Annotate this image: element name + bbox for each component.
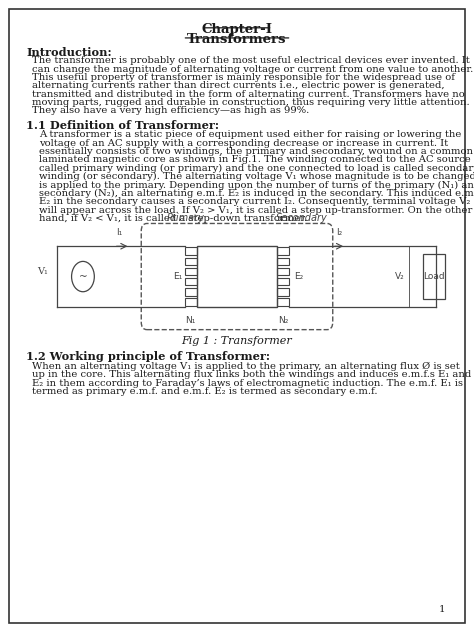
- Text: 1.1 Definition of Transformer:: 1.1 Definition of Transformer:: [26, 119, 219, 131]
- Bar: [277, 248, 289, 255]
- Bar: [277, 278, 289, 286]
- Text: Primary: Primary: [167, 214, 205, 224]
- Bar: [185, 288, 197, 296]
- Bar: [185, 268, 197, 276]
- Text: 1: 1: [439, 605, 446, 614]
- Text: E₂ in the secondary causes a secondary current I₂. Consequently, terminal voltag: E₂ in the secondary causes a secondary c…: [39, 197, 471, 206]
- Text: called primary winding (or primary) and the one connected to load is called seco: called primary winding (or primary) and …: [39, 164, 474, 173]
- Text: moving parts, rugged and durable in construction, thus requiring very little att: moving parts, rugged and durable in cons…: [32, 98, 469, 107]
- Bar: [185, 298, 197, 306]
- Text: When an alternating voltage V₁ is applied to the primary, an alternating flux Ø : When an alternating voltage V₁ is applie…: [32, 362, 459, 371]
- Bar: [277, 258, 289, 265]
- Text: V₂: V₂: [395, 272, 405, 281]
- Bar: [277, 268, 289, 276]
- Bar: [185, 278, 197, 286]
- Bar: [185, 258, 197, 265]
- Text: up in the core. This alternating flux links both the windings and induces e.m.f.: up in the core. This alternating flux li…: [32, 370, 471, 379]
- Text: Transformers: Transformers: [187, 33, 287, 46]
- Bar: [277, 298, 289, 306]
- Text: N₂: N₂: [278, 316, 288, 325]
- Text: They also have a very high efficiency—as high as 99%.: They also have a very high efficiency—as…: [32, 106, 309, 115]
- Text: Introduction:: Introduction:: [26, 47, 112, 58]
- Text: This useful property of transformer is mainly responsible for the widespread use: This useful property of transformer is m…: [32, 73, 455, 82]
- Text: alternating currents rather than direct currents i.e., electric power is generat: alternating currents rather than direct …: [32, 82, 445, 90]
- Text: essentially consists of two windings, the primary and secondary, wound on a comm: essentially consists of two windings, th…: [39, 147, 474, 156]
- Text: ~: ~: [79, 272, 87, 282]
- Text: hand, if V₂ < V₁, it is called a step-down transformer.: hand, if V₂ < V₁, it is called a step-do…: [39, 214, 308, 223]
- Bar: [423, 254, 445, 300]
- Text: I₁: I₁: [116, 228, 123, 238]
- Bar: [197, 246, 277, 307]
- Text: A transformer is a static piece of equipment used either for raising or lowering: A transformer is a static piece of equip…: [39, 130, 462, 140]
- Text: laminated magnetic core as shown in Fig.1. The winding connected to the AC sourc: laminated magnetic core as shown in Fig.…: [39, 155, 474, 164]
- Text: Load: Load: [423, 272, 445, 281]
- Text: secondary (N₂), an alternating e.m.f. E₂ is induced in the secondary. This induc: secondary (N₂), an alternating e.m.f. E₂…: [39, 189, 474, 198]
- Text: Secondary: Secondary: [276, 214, 328, 224]
- Text: E₂: E₂: [294, 272, 303, 281]
- Text: voltage of an AC supply with a corresponding decrease or increase in current. It: voltage of an AC supply with a correspon…: [39, 139, 448, 148]
- Text: E₂ in them according to Faraday’s laws of electromagnetic induction. The e.m.f. : E₂ in them according to Faraday’s laws o…: [32, 379, 463, 387]
- Text: Chapter-I: Chapter-I: [201, 23, 273, 37]
- Text: Fig 1 : Transformer: Fig 1 : Transformer: [182, 336, 292, 346]
- Text: winding (or secondary). The alternating voltage V₁ whose magnitude is to be chan: winding (or secondary). The alternating …: [39, 172, 474, 181]
- Text: The transformer is probably one of the most useful electrical devices ever inven: The transformer is probably one of the m…: [32, 56, 470, 65]
- Bar: [277, 288, 289, 296]
- Text: is applied to the primary. Depending upon the number of turns of the primary (N₁: is applied to the primary. Depending upo…: [39, 181, 474, 190]
- Text: N₁: N₁: [186, 316, 196, 325]
- Bar: [185, 248, 197, 255]
- Text: transmitted and distributed in the form of alternating current. Transformers hav: transmitted and distributed in the form …: [32, 90, 465, 99]
- Text: I₂: I₂: [336, 228, 342, 238]
- Text: can change the magnitude of alternating voltage or current from one value to ano: can change the magnitude of alternating …: [32, 64, 473, 73]
- Text: E₁: E₁: [173, 272, 182, 281]
- Text: V₁: V₁: [37, 267, 48, 276]
- Text: will appear across the load. If V₂ > V₁, it is called a step up-transformer. On : will appear across the load. If V₂ > V₁,…: [39, 205, 473, 214]
- Text: termed as primary e.m.f. and e.m.f. E₂ is termed as secondary e.m.f.: termed as primary e.m.f. and e.m.f. E₂ i…: [32, 387, 377, 396]
- Text: 1.2 Working principle of Transformer:: 1.2 Working principle of Transformer:: [26, 351, 270, 362]
